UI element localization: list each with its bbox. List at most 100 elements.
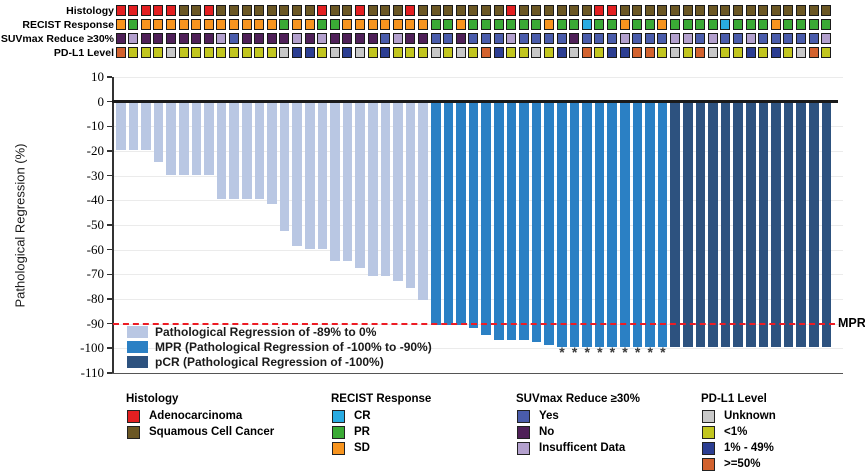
bar-reg [305, 102, 315, 249]
pdl1-square [808, 47, 819, 58]
histology-square [808, 5, 819, 16]
pdl1-square [342, 47, 353, 58]
legend-item: Insufficent Data [516, 441, 640, 456]
bar-mpr [494, 102, 504, 340]
recist-square [669, 19, 681, 30]
pdl1-square [291, 47, 303, 58]
pdl1-square [165, 47, 177, 58]
pdl1-square [682, 47, 693, 58]
histology-square [140, 5, 151, 16]
legend-item: Squamous Cell Cancer [126, 425, 274, 440]
suvmax-square [682, 33, 693, 44]
pdl1-square [203, 47, 214, 58]
suvmax-square [644, 33, 655, 44]
y-tick-mark [107, 150, 112, 152]
zero-baseline [112, 100, 838, 103]
suvmax-square [632, 33, 643, 44]
legend-item-label: <1% [724, 426, 748, 438]
histology-square [682, 5, 693, 16]
suvmax-square [556, 33, 567, 44]
bar-reg [141, 102, 151, 151]
bar-mpr [506, 102, 517, 340]
histology-square [291, 5, 303, 16]
pdl1-square [695, 47, 706, 58]
pdl1-square [128, 47, 139, 58]
legend-group-title: RECIST Response [331, 393, 432, 405]
histology-square [417, 5, 429, 16]
histology-square [493, 5, 504, 16]
legend-item-swatch [702, 410, 715, 423]
pdl1-square [392, 47, 403, 58]
pdl1-square [178, 47, 189, 58]
bar-reg [216, 102, 227, 200]
recist-square [128, 19, 139, 30]
legend-group-1: Histology Adenocarcinoma Squamous Cell Can… [126, 393, 274, 440]
legend-item: 1% - 49% [701, 441, 774, 456]
suvmax-square [216, 33, 227, 44]
bar-mpr [481, 102, 492, 335]
pdl1-square [304, 47, 315, 58]
pdl1-square [632, 47, 643, 58]
histology-square [795, 5, 807, 16]
recist-square [468, 19, 479, 30]
suvmax-square [619, 33, 630, 44]
y-tick-label: 0 [97, 93, 105, 109]
recist-square [695, 19, 706, 30]
suvmax-square [392, 33, 403, 44]
y-tick-mark [107, 174, 112, 177]
pdl1-square [783, 47, 794, 58]
recist-square [216, 19, 227, 30]
pdl1-square [669, 47, 681, 58]
histology-square [380, 5, 391, 16]
asterisk: * [584, 344, 590, 360]
bar-pcr [809, 102, 819, 348]
recist-square [203, 19, 214, 30]
pdl1-square [266, 47, 277, 58]
x-axis-line [112, 372, 843, 374]
bar-pcr [670, 102, 681, 348]
histology-square [178, 5, 189, 16]
bar-pcr [821, 102, 832, 348]
histology-square [304, 5, 315, 16]
bar-pcr [720, 102, 731, 348]
legend-item-swatch [332, 410, 345, 423]
suvmax-square [493, 33, 504, 44]
suvmax-square [128, 33, 139, 44]
legend-item-label: PR [354, 426, 370, 438]
bar-pcr [683, 102, 693, 348]
asterisk: * [597, 344, 603, 360]
suvmax-square [657, 33, 668, 44]
legend-group-title: Histology [126, 393, 179, 405]
recist-square [153, 19, 164, 30]
recist-square [732, 19, 744, 30]
suvmax-square [783, 33, 794, 44]
legend-group-title: SUVmax Reduce ≥30% [516, 393, 640, 405]
recist-square [569, 19, 580, 30]
pdl1-square [241, 47, 252, 58]
histology-square [770, 5, 781, 16]
recist-square [191, 19, 202, 30]
bar-mpr [531, 102, 542, 343]
histology-square [480, 5, 492, 16]
bar-mpr [657, 102, 668, 348]
recist-square [518, 19, 529, 30]
histology-square [632, 5, 643, 16]
legend-swatch-mpr [127, 341, 148, 353]
recist-square [606, 19, 618, 30]
legend-item: Adenocarcinoma [126, 409, 242, 424]
y-tick-mark [107, 76, 112, 78]
suvmax-square [241, 33, 252, 44]
suvmax-square [518, 33, 529, 44]
bar-mpr [519, 102, 529, 340]
histology-square [619, 5, 630, 16]
legend-item: PR [331, 425, 431, 440]
legend-item-swatch [332, 442, 345, 455]
histology-square [657, 5, 668, 16]
histology-square [707, 5, 718, 16]
suvmax-square [165, 33, 177, 44]
suvmax-square [228, 33, 240, 44]
y-tick-label: -100 [80, 340, 104, 356]
histology-square [821, 5, 832, 16]
y-tick-mark [107, 248, 112, 251]
bar-mpr [468, 102, 479, 328]
